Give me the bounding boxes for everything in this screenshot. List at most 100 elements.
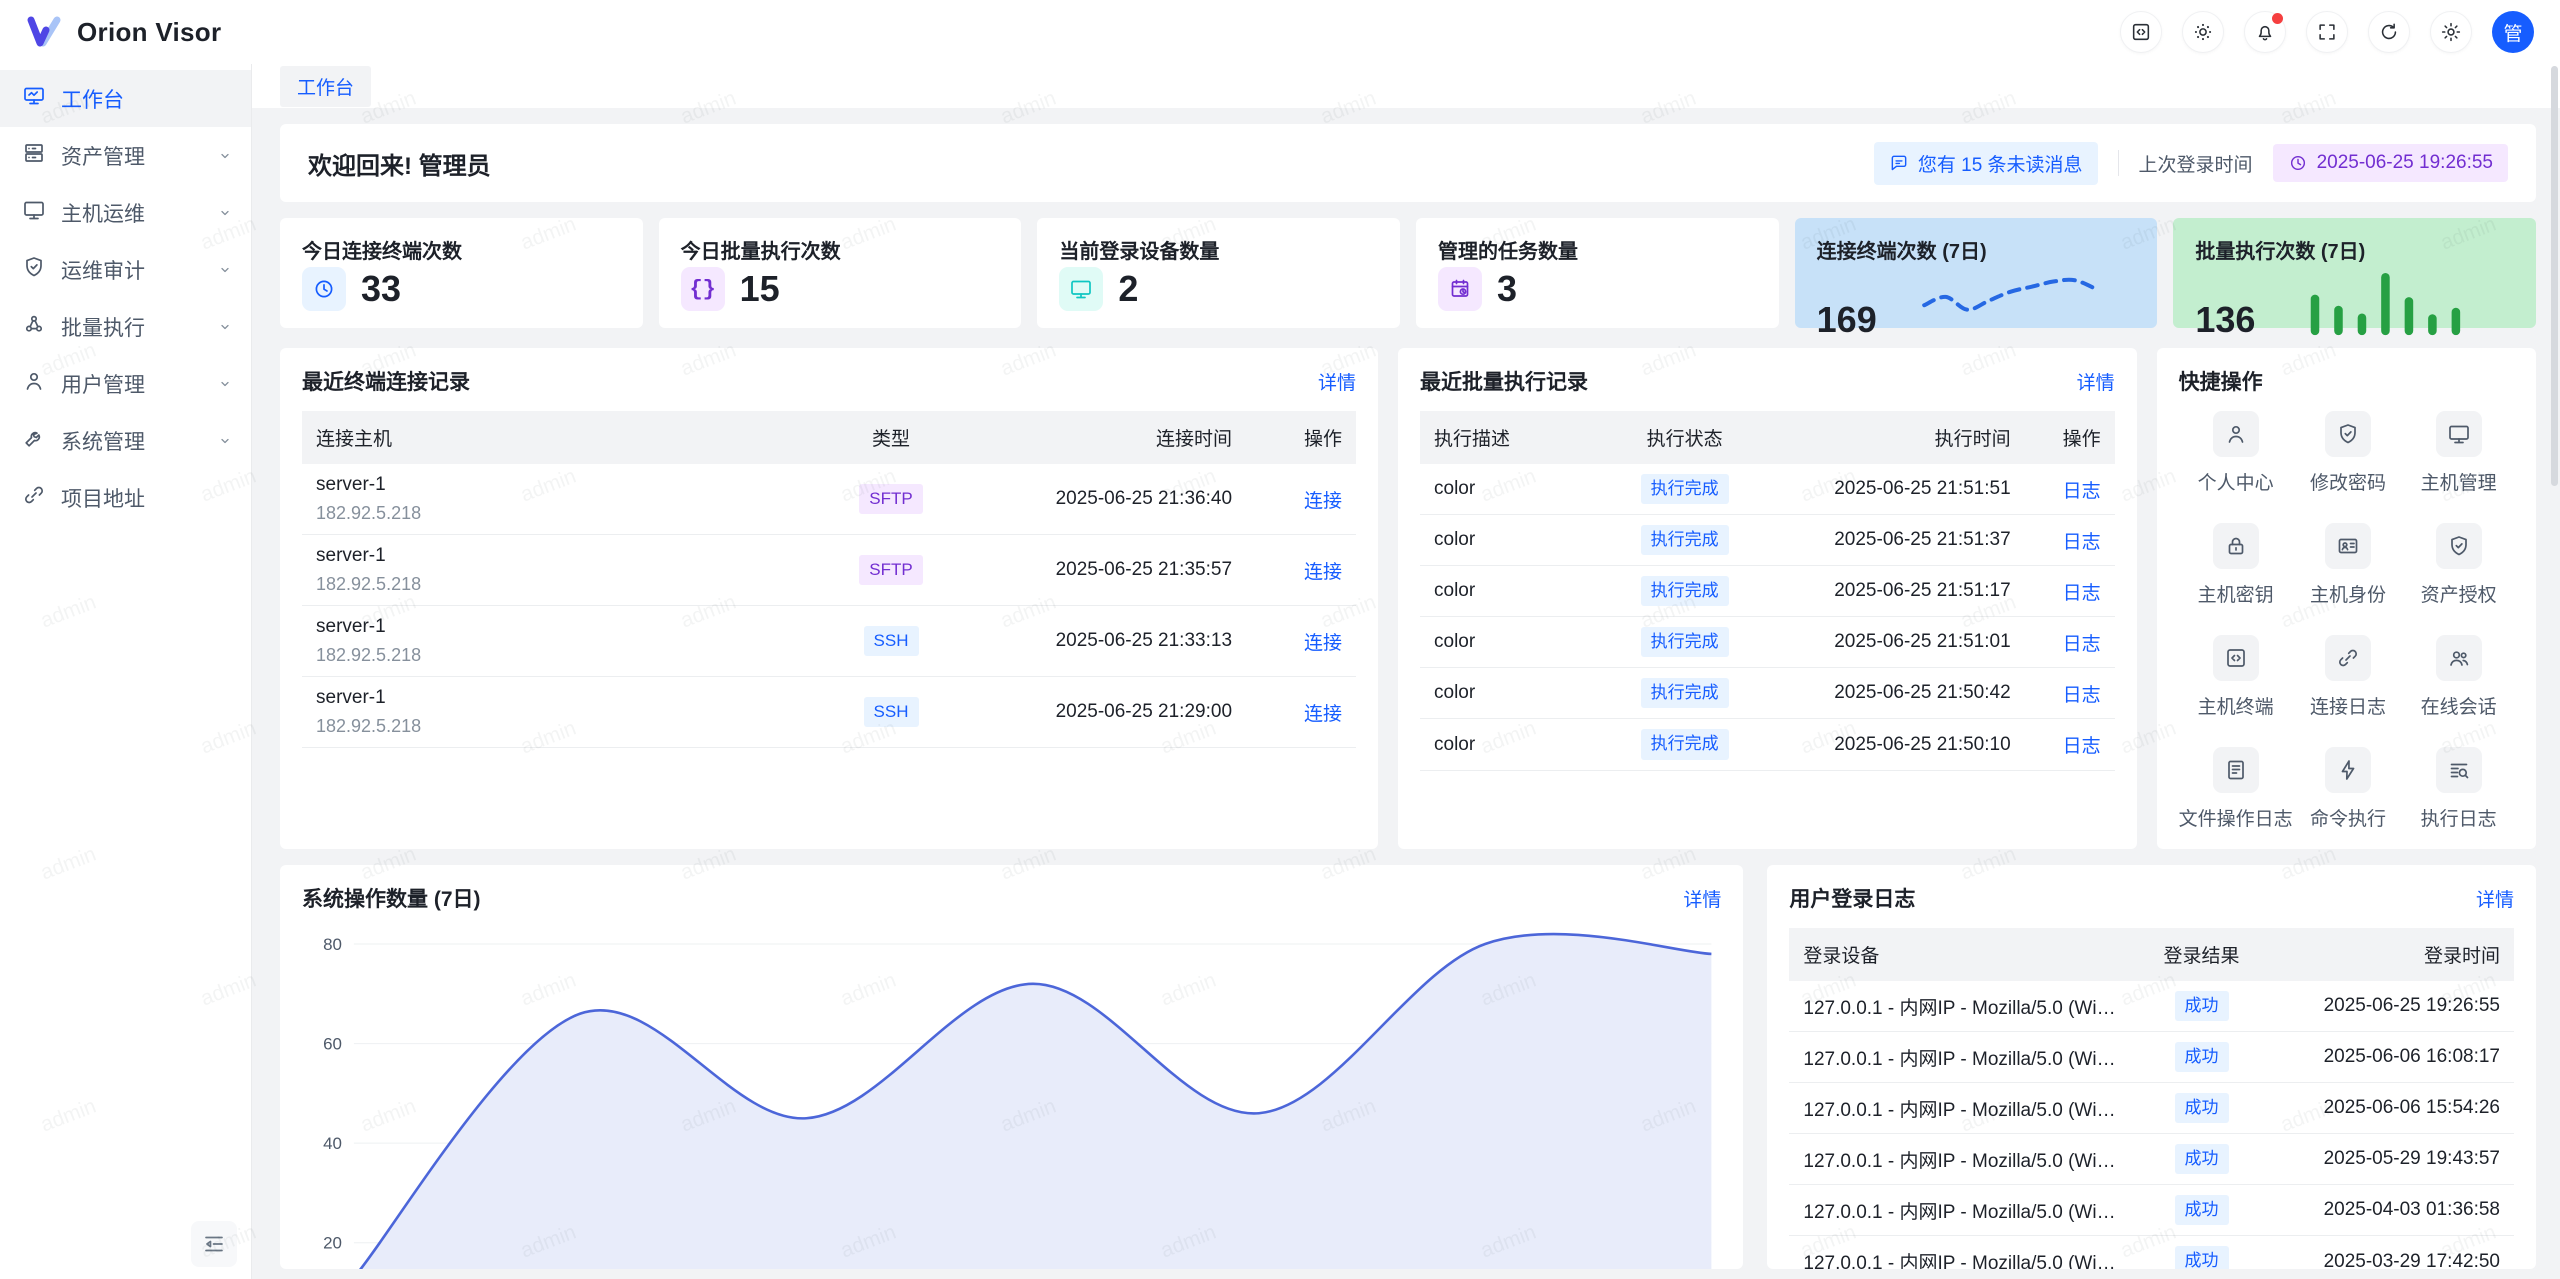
settings-gear-icon-button[interactable] bbox=[2430, 11, 2472, 53]
notification-dot bbox=[2272, 13, 2283, 24]
table-row: 127.0.0.1 - 内网IP - Mozilla/5.0 (Windows … bbox=[1789, 981, 2514, 1033]
header-actions: 管 bbox=[2120, 11, 2534, 53]
sidebar-item-用户管理[interactable]: 用户管理 bbox=[0, 355, 251, 412]
protocol-tag: SSH bbox=[863, 696, 919, 728]
login-device: 127.0.0.1 - 内网IP - Mozilla/5.0 (Windows … bbox=[1789, 1133, 2139, 1186]
quick-action-主机管理[interactable]: 主机管理 bbox=[2403, 411, 2514, 495]
quick-action-label: 命令执行 bbox=[2310, 809, 2387, 830]
braces-icon: {} bbox=[680, 267, 725, 311]
clock-icon bbox=[302, 267, 346, 311]
table-row: 127.0.0.1 - 内网IP - Mozilla/5.0 (Windows … bbox=[1789, 1133, 2514, 1186]
clock-icon bbox=[2288, 153, 2308, 173]
sidebar-item-运维审计[interactable]: 运维审计 bbox=[0, 241, 251, 298]
breadcrumb-item-workbench[interactable]: 工作台 bbox=[280, 65, 372, 107]
quick-action-主机密钥[interactable]: 主机密钥 bbox=[2179, 523, 2293, 607]
sidebar-item-label: 用户管理 bbox=[61, 373, 145, 397]
theme-sun-icon-button[interactable] bbox=[2182, 11, 2224, 53]
quick-action-主机身份[interactable]: 主机身份 bbox=[2293, 523, 2404, 607]
svg-text:80: 80 bbox=[323, 935, 342, 954]
connect-time: 2025-06-25 21:29:00 bbox=[946, 676, 1247, 748]
sidebar-item-系统管理[interactable]: 系统管理 bbox=[0, 412, 251, 469]
login-result-tag: 成功 bbox=[2174, 1093, 2229, 1124]
main-area: 工作台 欢迎回来! 管理员 您有 15 条未读消息 上次登录时间 bbox=[252, 64, 2560, 1279]
login-logs-table: 登录设备 登录结果 登录时间 127.0.0.1 - 内网IP - Mozilla/… bbox=[1789, 928, 2514, 1269]
login-logs-detail-link[interactable]: 详情 bbox=[2475, 889, 2514, 911]
log-link[interactable]: 日志 bbox=[2062, 582, 2101, 604]
system-operations-area-chart: 0204060802025-06-192025-06-202025-06-212… bbox=[302, 928, 1721, 1269]
page-scrollbar[interactable] bbox=[2551, 66, 2558, 1276]
log-link[interactable]: 日志 bbox=[2062, 633, 2101, 655]
svg-text:60: 60 bbox=[323, 1035, 342, 1054]
svg-text:20: 20 bbox=[323, 1234, 342, 1253]
login-device: 127.0.0.1 - 内网IP - Mozilla/5.0 (Windows … bbox=[1789, 1184, 2139, 1237]
stat-value: 169 bbox=[1816, 299, 1877, 340]
chevron-down-icon bbox=[213, 432, 237, 450]
notification-bell-icon-button[interactable] bbox=[2244, 11, 2286, 53]
bolt-icon bbox=[2325, 747, 2372, 793]
quick-action-在线会话[interactable]: 在线会话 bbox=[2403, 635, 2514, 719]
system-icon bbox=[22, 426, 46, 456]
shell: 工作台 资产管理 主机运维 运维审计 批量执行 用户管理 系统管理 项目地址 工… bbox=[0, 64, 2560, 1279]
stats-row: 今日连接终端次数 33 今日批量执行次数 {} 15 当前登录设备数量 2 管理… bbox=[280, 218, 2536, 338]
stat-label: 连接终端次数 (7日) bbox=[1816, 241, 1987, 263]
column-header-登录时间: 登录时间 bbox=[2264, 928, 2514, 981]
connect-link[interactable]: 连接 bbox=[1304, 703, 1343, 725]
sidebar-item-工作台[interactable]: 工作台 bbox=[0, 70, 251, 127]
connect-link[interactable]: 连接 bbox=[1304, 490, 1343, 512]
log-link[interactable]: 日志 bbox=[2062, 531, 2101, 553]
user-avatar[interactable]: 管 bbox=[2492, 11, 2534, 53]
quick-action-执行日志[interactable]: 执行日志 bbox=[2403, 747, 2514, 831]
exec-status-tag: 执行完成 bbox=[1640, 729, 1729, 760]
panel-title: 用户登录日志 bbox=[1789, 888, 1916, 911]
stat-card-今日连接终端次数: 今日连接终端次数 33 bbox=[280, 218, 643, 328]
quick-action-文件操作日志[interactable]: 文件操作日志 bbox=[2179, 747, 2293, 831]
batch-executions-sparkline bbox=[2263, 264, 2514, 338]
sidebar-item-资产管理[interactable]: 资产管理 bbox=[0, 127, 251, 184]
panel-title: 系统操作数量 (7日) bbox=[302, 888, 481, 911]
sidebar-collapse-button[interactable] bbox=[191, 1221, 237, 1267]
table-row: color 执行完成 2025-06-25 21:51:51 日志 bbox=[1420, 464, 2115, 516]
exec-time: 2025-06-25 21:50:42 bbox=[1759, 667, 2025, 720]
quick-action-资产授权[interactable]: 资产授权 bbox=[2403, 523, 2514, 607]
fullscreen-icon-button[interactable] bbox=[2306, 11, 2348, 53]
operations-detail-link[interactable]: 详情 bbox=[1683, 889, 1722, 911]
quick-action-个人中心[interactable]: 个人中心 bbox=[2179, 411, 2293, 495]
batch-detail-link[interactable]: 详情 bbox=[2076, 372, 2115, 394]
link-icon bbox=[22, 483, 46, 513]
connect-time: 2025-06-25 21:36:40 bbox=[946, 464, 1247, 535]
quick-action-命令执行[interactable]: 命令执行 bbox=[2293, 747, 2404, 831]
unread-messages-badge[interactable]: 您有 15 条未读消息 bbox=[1873, 141, 2098, 185]
login-time: 2025-05-29 19:43:57 bbox=[2264, 1133, 2514, 1186]
log-link[interactable]: 日志 bbox=[2062, 736, 2101, 758]
quick-action-修改密码[interactable]: 修改密码 bbox=[2293, 411, 2404, 495]
log-link[interactable]: 日志 bbox=[2062, 480, 2101, 502]
quick-actions-panel: 快捷操作 个人中心 修改密码 主机管理 主机密钥 主机身份 资产授权 主机终端 … bbox=[2156, 348, 2536, 849]
table-row: 127.0.0.1 - 内网IP - Mozilla/5.0 (Windows … bbox=[1789, 1235, 2514, 1269]
quick-action-连接日志[interactable]: 连接日志 bbox=[2293, 635, 2404, 719]
exec-status-tag: 执行完成 bbox=[1640, 678, 1729, 709]
quick-action-label: 资产授权 bbox=[2420, 585, 2497, 606]
shield-check-icon bbox=[2435, 523, 2482, 569]
message-icon bbox=[1889, 153, 1909, 173]
connect-link[interactable]: 连接 bbox=[1304, 561, 1343, 583]
login-time: 2025-03-29 17:42:50 bbox=[2264, 1235, 2514, 1269]
sidebar-item-主机运维[interactable]: 主机运维 bbox=[0, 184, 251, 241]
refresh-icon-button[interactable] bbox=[2368, 11, 2410, 53]
log-link[interactable]: 日志 bbox=[2062, 684, 2101, 706]
terminal-detail-link[interactable]: 详情 bbox=[1318, 372, 1357, 394]
connect-link[interactable]: 连接 bbox=[1304, 632, 1343, 654]
login-result-tag: 成功 bbox=[2174, 1246, 2229, 1269]
quick-action-label: 连接日志 bbox=[2310, 697, 2387, 718]
stat-value: 15 bbox=[739, 268, 780, 309]
code-icon-button[interactable] bbox=[2120, 11, 2162, 53]
monitor-icon bbox=[1059, 267, 1104, 311]
exec-status-tag: 执行完成 bbox=[1640, 474, 1729, 505]
protocol-tag: SSH bbox=[863, 625, 919, 657]
quick-action-label: 主机终端 bbox=[2197, 697, 2274, 718]
sidebar-item-项目地址[interactable]: 项目地址 bbox=[0, 469, 251, 526]
chevron-down-icon bbox=[213, 261, 237, 279]
quick-action-主机终端[interactable]: 主机终端 bbox=[2179, 635, 2293, 719]
table-row: color 执行完成 2025-06-25 21:51:17 日志 bbox=[1420, 565, 2115, 618]
sidebar-item-批量执行[interactable]: 批量执行 bbox=[0, 298, 251, 355]
connect-time: 2025-06-25 21:33:13 bbox=[946, 605, 1247, 677]
